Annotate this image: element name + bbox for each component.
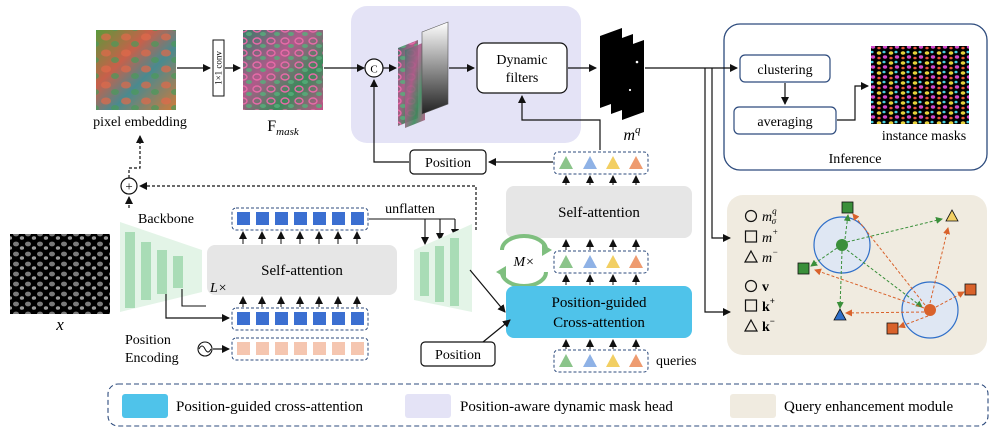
position-box-top: [409, 149, 487, 175]
qe-graph: [797, 201, 977, 339]
averaging-label: averaging: [757, 115, 812, 130]
legend-label-head: Position-aware dynamic mask head: [460, 399, 673, 415]
dynamic-filters-line1: Dynamic: [496, 53, 547, 68]
plus-label: +: [125, 179, 132, 194]
conv-box: [212, 39, 225, 97]
cross-attention-line2: Cross-attention: [553, 315, 645, 331]
position-bottom-label: Position: [435, 348, 481, 363]
token-row-pe: [231, 337, 369, 361]
backbone-trapezoid: [120, 222, 202, 312]
svg-text:k+: k+: [762, 296, 775, 315]
concat-label: C: [370, 64, 377, 76]
unflatten-label: unflatten: [385, 202, 435, 217]
self-attention-right-label: Self-attention: [558, 205, 640, 221]
svg-text:m−: m−: [762, 247, 778, 266]
m-times-label: M×: [512, 255, 534, 270]
position-encoding-line1: Position: [125, 333, 171, 348]
legend-label-query: Query enhancement module: [784, 399, 953, 415]
query-row-bottom-cells: [559, 354, 643, 367]
l-times-label: L×: [209, 281, 227, 296]
backbone-label: Backbone: [138, 212, 194, 227]
self-attention-left-label: Self-attention: [261, 263, 343, 279]
query-row-bottom: [553, 349, 649, 373]
query-row-top: [553, 151, 649, 175]
legend-swatch-head: [405, 394, 451, 418]
fmask-label: Fmask: [267, 118, 300, 138]
position-box-bottom: [420, 341, 496, 367]
cross-attention-line1: Position-guided: [551, 295, 647, 311]
dynamic-filters-line2: filters: [506, 71, 539, 86]
svg-text:k−: k−: [762, 316, 775, 335]
x-label: x: [55, 315, 64, 334]
instance-masks-image: [871, 46, 969, 124]
svg-text:v: v: [762, 280, 769, 295]
token-row-mid: [231, 307, 369, 331]
feature-stack: [398, 21, 449, 128]
pixel-embedding-image: [96, 30, 176, 110]
legend-swatch-query: [730, 394, 776, 418]
svg-text:mqσ: mq σ: [762, 206, 777, 226]
legend-swatch-cross: [122, 394, 168, 418]
clustering-label: clustering: [757, 63, 812, 78]
query-row-mid: [553, 250, 649, 274]
averaging-box: [733, 106, 837, 135]
instance-masks-label: instance masks: [882, 129, 966, 144]
mq-label: mq: [623, 124, 641, 144]
queries-label: queries: [656, 354, 696, 369]
clustering-box: [739, 54, 831, 83]
token-row-pe-cells: [237, 342, 364, 355]
position-top-label: Position: [425, 156, 471, 171]
token-row-top: [231, 207, 369, 231]
legend-label-cross: Position-guided cross-attention: [176, 399, 364, 415]
decoder-trapezoid: [414, 224, 472, 312]
position-encoding-line2: Encoding: [125, 351, 179, 366]
mq-masks: [600, 28, 644, 120]
token-row-top-cells: [237, 212, 364, 225]
token-row-mid-cells: [237, 312, 364, 325]
input-image: [10, 234, 110, 314]
self-attention-left-box: [207, 245, 397, 295]
self-attention-right-box: [506, 186, 692, 238]
svg-text:m+: m+: [762, 227, 778, 246]
query-row-top-cells: [559, 156, 643, 169]
query-row-mid-cells: [559, 255, 643, 268]
dynamic-filters-box: [476, 42, 568, 94]
fmask-image: [243, 30, 323, 110]
cross-attention-box: [506, 286, 692, 338]
qe-legend: mq σ m+ m− v k+ k−: [743, 206, 778, 335]
inference-label: Inference: [829, 152, 882, 167]
conv-label: 1×1 conv: [214, 51, 224, 85]
pixel-embedding-label: pixel embedding: [93, 115, 187, 130]
